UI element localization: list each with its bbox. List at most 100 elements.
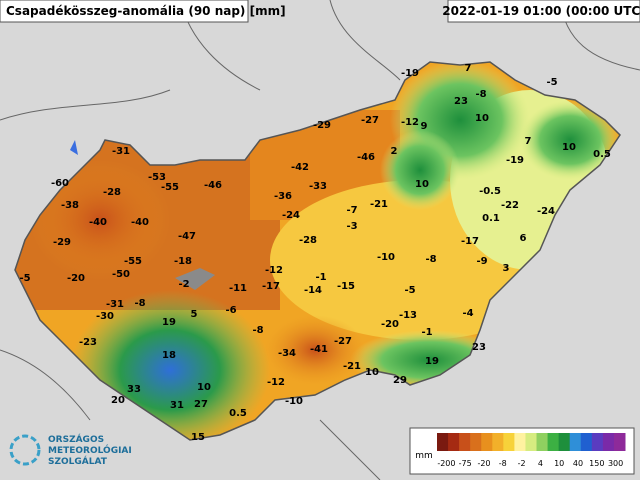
- station-value: 3: [503, 263, 510, 274]
- legend-tick-label: 10: [554, 459, 564, 468]
- legend-tick-label: 4: [538, 459, 543, 468]
- legend-tick-label: 150: [589, 459, 604, 468]
- station-value: -6: [225, 305, 236, 316]
- logo-line: SZOLGÁLAT: [48, 455, 108, 467]
- legend-tick-label: 40: [573, 459, 583, 468]
- station-value: -1: [315, 272, 326, 283]
- station-value: 18: [162, 350, 176, 361]
- station-value: -53: [148, 172, 166, 183]
- station-value: 10: [475, 113, 489, 124]
- station-value: -46: [357, 152, 375, 163]
- legend-swatch: [481, 433, 493, 451]
- station-value: -15: [337, 281, 355, 292]
- timestamp-box: [447, 0, 640, 23]
- station-value: -55: [124, 256, 142, 267]
- station-value: -40: [131, 217, 149, 228]
- station-value: 23: [454, 96, 468, 107]
- legend-tick-label: -20: [477, 459, 490, 468]
- station-value: -28: [299, 235, 317, 246]
- station-value: -20: [381, 319, 399, 330]
- station-value: -5: [19, 273, 30, 284]
- station-value: -29: [313, 120, 331, 131]
- station-value: -10: [285, 396, 303, 407]
- legend-swatch: [536, 433, 549, 451]
- station-value: -2: [178, 279, 189, 290]
- station-value: 10: [562, 142, 576, 153]
- legend-swatch: [613, 433, 626, 451]
- station-value: -12: [265, 265, 283, 276]
- station-value: -8: [425, 254, 436, 265]
- station-value: -10: [377, 252, 395, 263]
- station-value: -13: [399, 310, 417, 321]
- legend-tick-label: -8: [499, 459, 507, 468]
- station-value: -5: [546, 77, 557, 88]
- station-value: -42: [291, 162, 309, 173]
- station-value: -1: [421, 327, 432, 338]
- station-value: -22: [501, 200, 519, 211]
- legend-swatch: [547, 433, 560, 451]
- station-value: -0.5: [479, 186, 501, 197]
- station-value: -30: [96, 311, 114, 322]
- legend-unit: mm: [415, 451, 433, 461]
- station-value: 29: [393, 375, 407, 386]
- station-value: -40: [89, 217, 107, 228]
- station-value: 9: [421, 121, 428, 132]
- legend-swatch: [448, 433, 460, 451]
- station-value: 2: [391, 146, 398, 157]
- station-value: -4: [462, 308, 473, 319]
- labels: -19 7-523-810-29 -27 -12 9-31-462 100.5-197-4…: [19, 63, 626, 468]
- station-value: -27: [334, 336, 352, 347]
- station-value: -41: [310, 344, 328, 355]
- station-value: -47: [178, 231, 196, 242]
- legend-tick-label: -200: [437, 459, 455, 468]
- legend-swatch: [602, 433, 615, 451]
- station-value: 27: [194, 399, 208, 410]
- station-value: -29: [53, 237, 71, 248]
- station-value: -8: [475, 89, 486, 100]
- station-value: -33: [309, 181, 327, 192]
- logo: ORSZÁGOS METEOROLÓGIAI SZOLGÁLAT: [9, 433, 132, 467]
- legend-swatch: [514, 433, 526, 451]
- station-value: -24: [537, 206, 555, 217]
- title-box: [0, 0, 249, 23]
- station-value: -9: [476, 256, 487, 267]
- station-value: -11: [229, 283, 247, 294]
- station-value: -12: [401, 117, 419, 128]
- station-value: -60: [51, 178, 69, 189]
- station-value: 0.5: [229, 408, 247, 419]
- station-value: -17: [262, 281, 280, 292]
- station-value: -7: [346, 205, 357, 216]
- legend-tick-label: -2: [518, 459, 526, 468]
- station-value: -23: [79, 337, 97, 348]
- legend-swatch: [459, 433, 471, 451]
- station-value: -18: [174, 256, 192, 267]
- legend-tick-label: -75: [459, 459, 472, 468]
- station-value: 7: [465, 63, 472, 74]
- legend-swatch: [503, 433, 515, 451]
- lake-balaton: [175, 268, 215, 290]
- legend-swatch: [470, 433, 482, 451]
- station-value: -12: [267, 377, 285, 388]
- station-value: 7: [525, 136, 532, 147]
- station-value: -8: [134, 298, 145, 309]
- station-value: -31: [106, 299, 124, 310]
- station-value: -50: [112, 269, 130, 280]
- legend-swatch: [591, 433, 604, 451]
- map-title: Csapadékösszeg-anomália (90 nap) [mm]: [6, 4, 286, 18]
- station-value: -38: [61, 200, 79, 211]
- station-value: -14: [304, 285, 322, 296]
- station-value: 19: [162, 317, 176, 328]
- legend-swatch: [492, 433, 504, 451]
- station-value: 31: [170, 400, 184, 411]
- station-value: -55: [161, 182, 179, 193]
- station-value: -19: [506, 155, 524, 166]
- station-value: 15: [191, 432, 205, 443]
- station-value: -8: [252, 325, 263, 336]
- logo-line: METEOROLÓGIAI: [48, 444, 132, 456]
- station-value: -3: [346, 221, 357, 232]
- station-value: -5: [404, 285, 415, 296]
- station-value: 10: [197, 382, 211, 393]
- legend-swatch: [580, 433, 593, 451]
